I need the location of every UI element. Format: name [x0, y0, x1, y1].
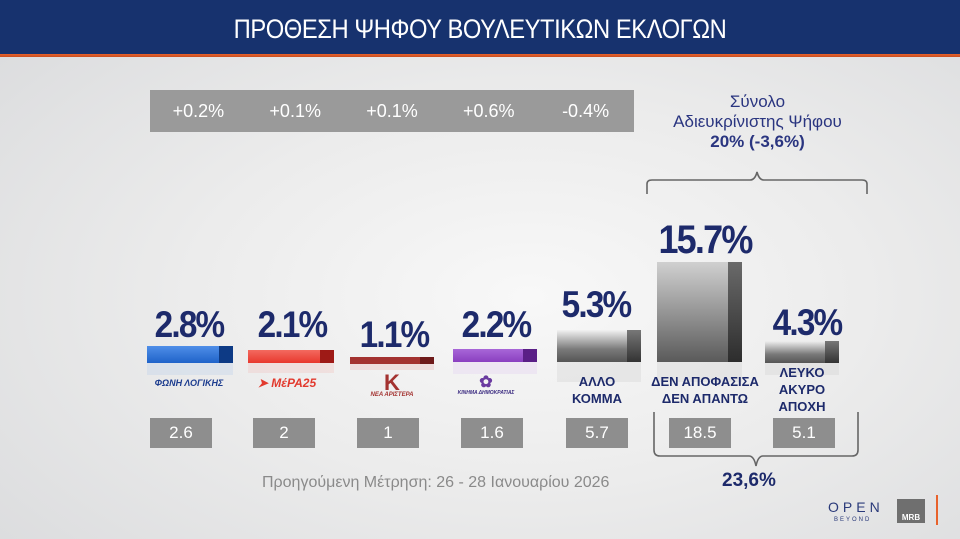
bottom-brace-icon	[653, 412, 859, 467]
bar-reflection	[350, 364, 434, 370]
value-label: 5.3%	[561, 284, 633, 325]
bar-kinima-dimokratias	[453, 349, 537, 362]
bar-reflection	[557, 362, 641, 382]
bar-foni-logikis	[147, 346, 233, 363]
value-label: 2.1%	[257, 304, 329, 345]
previous-value: 1.6	[461, 418, 523, 448]
bar-reflection	[147, 363, 233, 375]
bar-den-apofasisa	[657, 262, 742, 362]
header-bar	[0, 0, 960, 54]
previous-measurement-note: Προηγούμενη Μέτρηση: 26 - 28 Ιανουαρίου …	[262, 474, 610, 491]
change-value: +0.1%	[269, 101, 321, 121]
value-label: 2.2%	[461, 304, 533, 345]
bar-reflection	[657, 362, 742, 382]
bar-nea-aristera	[350, 357, 434, 364]
value-label: 4.3%	[772, 302, 844, 343]
previous-value: 18.5	[669, 418, 731, 448]
chart-title: ΠΡΟΘΕΣΗ ΨΗΦΟΥ ΒΟΥΛΕΥΤΙΚΩΝ ΕΚΛΟΓΩΝ	[233, 14, 727, 44]
change-value: +0.6%	[463, 101, 515, 121]
previous-value: 5.1	[773, 418, 835, 448]
bar-allo-komma	[557, 330, 641, 362]
logo-nea-aristera: ΝΕΑ ΑΡΙΣΤΕΡΑ	[370, 392, 414, 398]
open-beyond-tagline: BEYOND	[834, 517, 872, 523]
change-strip: +0.2% +0.1% +0.1% +0.6% -0.4%	[150, 90, 634, 132]
value-label: 2.8%	[154, 304, 226, 345]
previous-value: 1	[357, 418, 419, 448]
accent-divider	[936, 495, 938, 525]
logo-mera25: ➤ ΜέΡΑ25	[257, 376, 317, 390]
bar-lefko-akyro	[765, 341, 839, 363]
header-accent-line	[0, 54, 960, 57]
change-value: +0.1%	[366, 101, 418, 121]
undecided-summary: Σύνολο Αδιευκρίνιστης Ψήφου 20% (-3,6%)	[640, 92, 875, 152]
bar-reflection	[453, 362, 537, 374]
change-value: -0.4%	[562, 101, 610, 121]
logo-foni-logikis: ΦΩΝΗ ΛΟΓΙΚΗΣ	[154, 378, 224, 388]
top-brace-icon	[646, 171, 868, 194]
previous-undecided-total: 23,6%	[722, 470, 776, 491]
open-logo: OPEN	[828, 499, 884, 515]
logo-kinima-icon: ✿	[479, 374, 493, 391]
logo-nea-aristera-icon: K	[384, 370, 400, 395]
previous-value: 2.6	[150, 418, 212, 448]
previous-value: 2	[253, 418, 315, 448]
category-label: ΔΕΝ ΑΠΟΦΑΣΙΣΑ ΔΕΝ ΑΠΑΝΤΩ	[651, 374, 759, 406]
category-label: ΑΛΛΟ ΚΟΜΜΑ	[572, 374, 622, 406]
logo-kinima-dimokratias: ΚΙΝΗΜΑ ΔΗΜΟΚΡΑΤΙΑΣ	[457, 390, 515, 396]
bar-reflection	[248, 363, 334, 373]
change-value: +0.2%	[172, 101, 225, 121]
bar-reflection	[765, 363, 839, 375]
summary-line2: Αδιευκρίνιστης Ψήφου	[673, 112, 842, 131]
summary-line1: Σύνολο	[729, 92, 786, 111]
category-label: ΛΕΥΚΟ ΑΚΥΡΟ ΑΠΟΧΗ	[778, 365, 826, 414]
value-label: 1.1%	[359, 314, 431, 355]
value-label: 15.7%	[658, 218, 753, 262]
bar-mera25	[248, 350, 334, 363]
mrb-logo: MRB	[897, 499, 925, 523]
previous-value: 5.7	[566, 418, 628, 448]
summary-total: 20% (-3,6%)	[710, 132, 805, 151]
